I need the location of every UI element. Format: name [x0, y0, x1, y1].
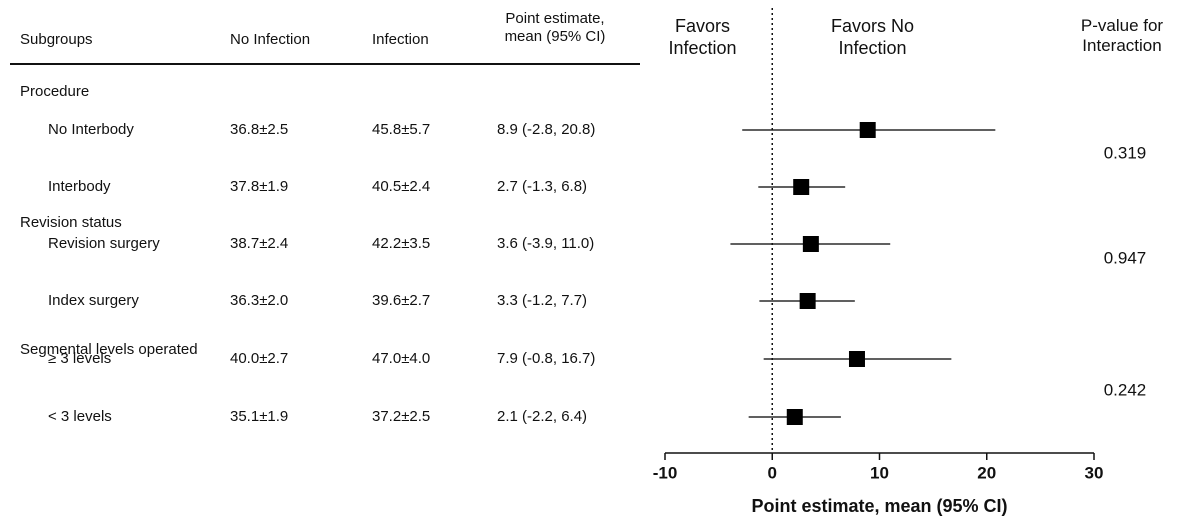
estimate-label: 2.7 (-1.3, 6.8)	[497, 178, 587, 195]
estimate-label: 7.9 (-0.8, 16.7)	[497, 350, 595, 367]
group-label: Procedure	[20, 83, 89, 100]
row-label: No Interbody	[48, 121, 134, 138]
row-label: Index surgery	[48, 292, 139, 309]
no-infection-value: 37.8±1.9	[230, 178, 288, 195]
p-value: 0.947	[1104, 248, 1147, 267]
infection-value: 45.8±5.7	[372, 121, 430, 138]
x-tick-label: 0	[768, 463, 777, 482]
column-header: Subgroups	[20, 31, 93, 48]
column-header: Point estimate, mean (95% CI)	[504, 10, 606, 45]
no-infection-value: 38.7±2.4	[230, 235, 288, 252]
row-label: Revision surgery	[48, 235, 160, 252]
no-infection-value: 36.3±2.0	[230, 292, 288, 309]
point-estimate	[799, 293, 816, 309]
infection-value: 37.2±2.5	[372, 408, 430, 425]
column-header: Infection	[372, 31, 429, 48]
x-tick-label: 30	[1085, 463, 1104, 482]
estimate-label: 3.3 (-1.2, 7.7)	[497, 292, 587, 309]
estimate-label: 2.1 (-2.2, 6.4)	[497, 408, 587, 425]
point-estimate	[848, 351, 865, 367]
row-label: ≥ 3 levels	[48, 350, 111, 367]
point-estimate	[786, 409, 803, 425]
favors-right: Favors No Infection	[830, 16, 915, 58]
x-tick-label: 20	[977, 463, 996, 482]
p-value: 0.319	[1104, 143, 1147, 162]
infection-value: 47.0±4.0	[372, 350, 430, 367]
infection-value: 39.6±2.7	[372, 292, 430, 309]
infection-value: 42.2±3.5	[372, 235, 430, 252]
no-infection-value: 40.0±2.7	[230, 350, 288, 367]
point-estimate	[859, 122, 876, 138]
x-axis-title: Point estimate, mean (95% CI)	[751, 496, 1007, 516]
p-value-header: P-value for Interaction	[1080, 16, 1164, 56]
point-estimate	[802, 236, 819, 252]
x-tick-label: 10	[870, 463, 889, 482]
x-tick-label: -10	[653, 463, 678, 482]
group-label: Segmental levels operated	[20, 341, 198, 358]
estimate-label: 3.6 (-3.9, 11.0)	[497, 235, 594, 252]
row-label: < 3 levels	[48, 408, 112, 425]
estimate-label: 8.9 (-2.8, 20.8)	[497, 121, 595, 138]
group-label: Revision status	[20, 214, 122, 231]
point-estimate	[793, 179, 810, 195]
row-label: Interbody	[48, 178, 111, 195]
no-infection-value: 35.1±1.9	[230, 408, 288, 425]
favors-left: Favors Infection	[668, 16, 737, 58]
p-value: 0.242	[1104, 380, 1147, 399]
no-infection-value: 36.8±2.5	[230, 121, 288, 138]
infection-value: 40.5±2.4	[372, 178, 430, 195]
column-header: No Infection	[230, 31, 310, 48]
